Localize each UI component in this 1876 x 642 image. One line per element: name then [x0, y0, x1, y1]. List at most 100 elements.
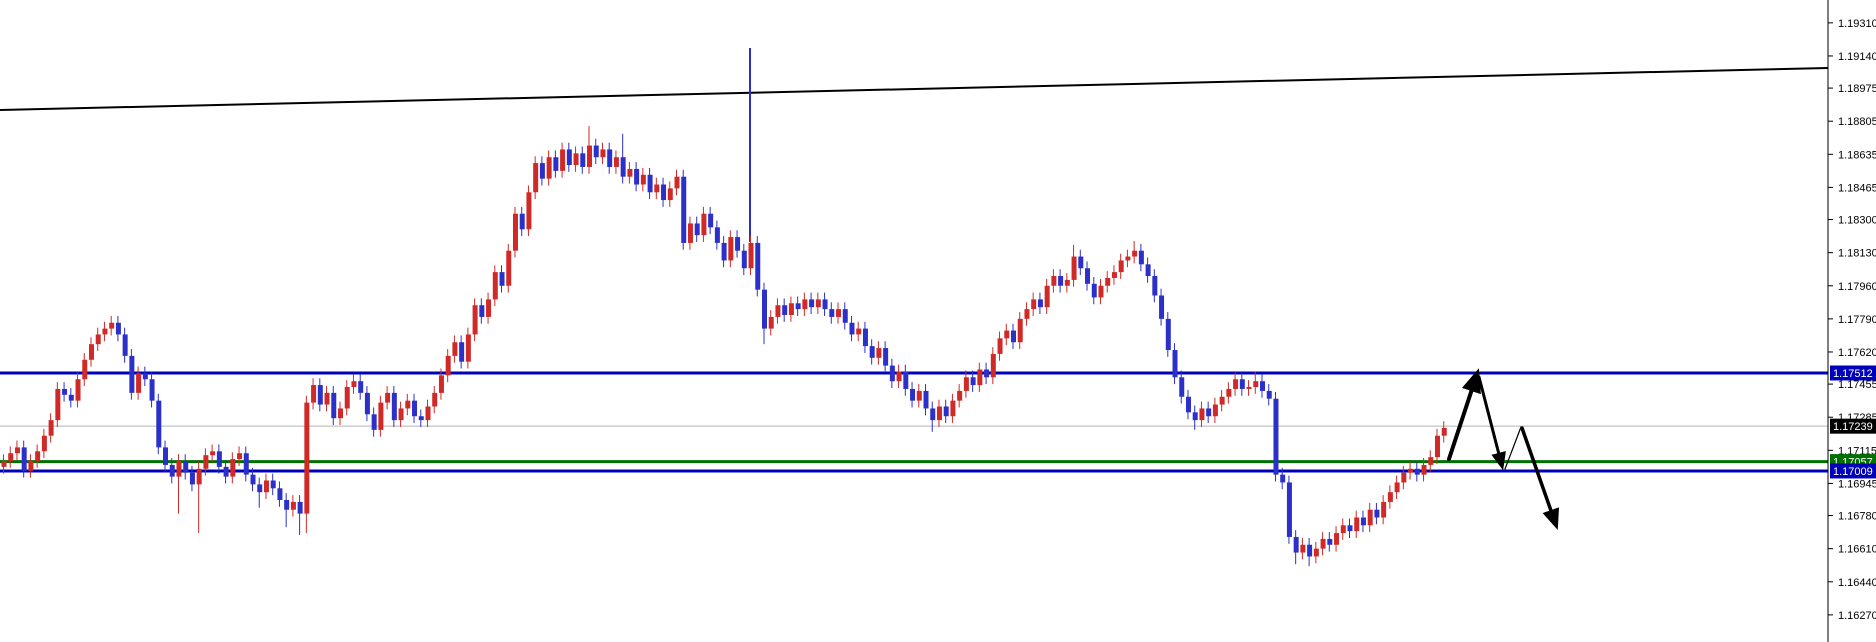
candle-body [1354, 517, 1360, 532]
candle [613, 150, 619, 174]
candle [41, 428, 47, 459]
candle-body [230, 459, 236, 477]
axis-tick-label: 1.18975 [1838, 83, 1876, 95]
candle-body [842, 309, 848, 323]
candle-body [613, 157, 619, 167]
candle-body [257, 484, 263, 493]
candle [923, 384, 929, 416]
candle [163, 440, 169, 472]
candle [270, 473, 276, 496]
candle [1172, 343, 1178, 385]
candle [48, 413, 54, 443]
candle [452, 335, 458, 363]
candle [1004, 323, 1010, 346]
candle-body [1307, 544, 1313, 557]
candle [1159, 288, 1165, 326]
candle [250, 467, 256, 492]
candle-body [627, 168, 633, 177]
candle [1125, 249, 1131, 268]
candle [95, 327, 101, 351]
projection-down-arrow-1[interactable] [1477, 375, 1506, 471]
candle [88, 337, 94, 367]
candle [916, 384, 922, 408]
candle-body [1313, 548, 1319, 557]
candle [1334, 526, 1340, 552]
candle [910, 382, 916, 408]
candle [445, 349, 451, 383]
candle-body [701, 213, 707, 236]
candle-body [163, 447, 169, 465]
projection-down-arrow-2[interactable] [1520, 426, 1560, 530]
candle-body [533, 163, 539, 193]
candle-body [412, 400, 418, 417]
axis-tick-label: 1.17455 [1838, 379, 1876, 391]
candle-body [183, 461, 189, 473]
axis-tick-label: 1.16270 [1838, 610, 1876, 622]
candle [735, 230, 741, 258]
candle-body [997, 338, 1003, 354]
candle [1408, 461, 1414, 480]
candle-body [1266, 390, 1272, 399]
candle [109, 315, 115, 336]
candle-body [714, 227, 720, 243]
candle [809, 292, 815, 314]
candle-body [1367, 509, 1373, 526]
price-label-box [1830, 463, 1876, 479]
axis-tick-label: 1.18130 [1838, 248, 1876, 260]
candle [708, 206, 714, 235]
candle [566, 142, 572, 172]
candle [324, 386, 330, 412]
candle [243, 446, 249, 482]
candle-body [109, 322, 115, 329]
projection-arrows-layer [1447, 368, 1560, 530]
candle [364, 386, 370, 422]
candle-body [237, 453, 243, 460]
candle-body [1044, 285, 1050, 308]
candle-body [869, 346, 875, 358]
candle-body [1085, 268, 1091, 284]
projection-up-arrow-1[interactable] [1447, 368, 1481, 461]
candle [593, 138, 599, 165]
candle [210, 444, 216, 462]
candle-body [1253, 381, 1259, 388]
candle-body [82, 359, 88, 380]
candle-body [277, 488, 283, 500]
candle-body [398, 408, 404, 421]
candle [856, 321, 862, 342]
price-label-box [1830, 418, 1876, 434]
candle-body [889, 365, 895, 382]
candle-body [223, 466, 229, 477]
axis-tick-label: 1.17790 [1838, 314, 1876, 326]
candle-body [1037, 299, 1043, 308]
candle [1293, 530, 1299, 565]
candle-body [809, 299, 815, 308]
candle-body [661, 184, 667, 201]
candle-body [782, 305, 788, 315]
candle [1434, 428, 1440, 464]
candle-body [1246, 387, 1252, 389]
axis-tick-label: 1.19140 [1838, 51, 1876, 63]
candle [997, 331, 1003, 361]
trendline[interactable] [0, 67, 1829, 111]
candle [970, 370, 976, 392]
candle-body [950, 400, 956, 417]
candle-body [196, 468, 202, 485]
candle-body [216, 451, 222, 467]
candle [8, 446, 14, 468]
candle [822, 292, 828, 316]
candle [1233, 372, 1239, 396]
candle-body [654, 184, 660, 193]
projection-up-line-2[interactable] [1504, 426, 1522, 470]
axis-tick-label: 1.18465 [1838, 182, 1876, 194]
candle-body [748, 242, 754, 269]
price-label-text: 1.17009 [1833, 466, 1873, 478]
candle-body [856, 328, 862, 335]
candle [943, 399, 949, 424]
candle-body [465, 334, 471, 362]
candle [936, 399, 942, 427]
candle-body [1051, 276, 1057, 286]
candle [930, 401, 936, 432]
price-axis[interactable]: 1.19310 1.19140 1.18975 1.18805 1.18635 1.184… [1827, 0, 1876, 642]
candle-body [62, 388, 68, 395]
